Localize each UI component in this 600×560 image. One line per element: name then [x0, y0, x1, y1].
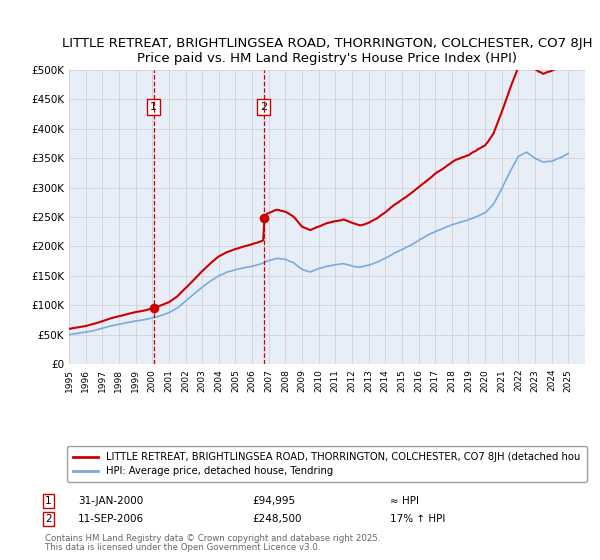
Text: ≈ HPI: ≈ HPI: [390, 496, 419, 506]
Text: 17% ↑ HPI: 17% ↑ HPI: [390, 514, 445, 524]
Text: £248,500: £248,500: [252, 514, 302, 524]
Text: 31-JAN-2000: 31-JAN-2000: [78, 496, 143, 506]
Legend: LITTLE RETREAT, BRIGHTLINGSEA ROAD, THORRINGTON, COLCHESTER, CO7 8JH (detached h: LITTLE RETREAT, BRIGHTLINGSEA ROAD, THOR…: [67, 446, 587, 483]
Title: LITTLE RETREAT, BRIGHTLINGSEA ROAD, THORRINGTON, COLCHESTER, CO7 8JH
Price paid : LITTLE RETREAT, BRIGHTLINGSEA ROAD, THOR…: [62, 36, 592, 64]
Text: 1: 1: [45, 496, 52, 506]
Text: £94,995: £94,995: [252, 496, 295, 506]
Text: 1: 1: [150, 102, 157, 112]
Text: Contains HM Land Registry data © Crown copyright and database right 2025.: Contains HM Land Registry data © Crown c…: [45, 534, 380, 543]
Text: This data is licensed under the Open Government Licence v3.0.: This data is licensed under the Open Gov…: [45, 543, 320, 552]
Text: 2: 2: [45, 514, 52, 524]
Point: [149, 304, 158, 312]
Text: 11-SEP-2006: 11-SEP-2006: [78, 514, 144, 524]
Point: [259, 213, 269, 222]
Text: 2: 2: [260, 102, 268, 112]
